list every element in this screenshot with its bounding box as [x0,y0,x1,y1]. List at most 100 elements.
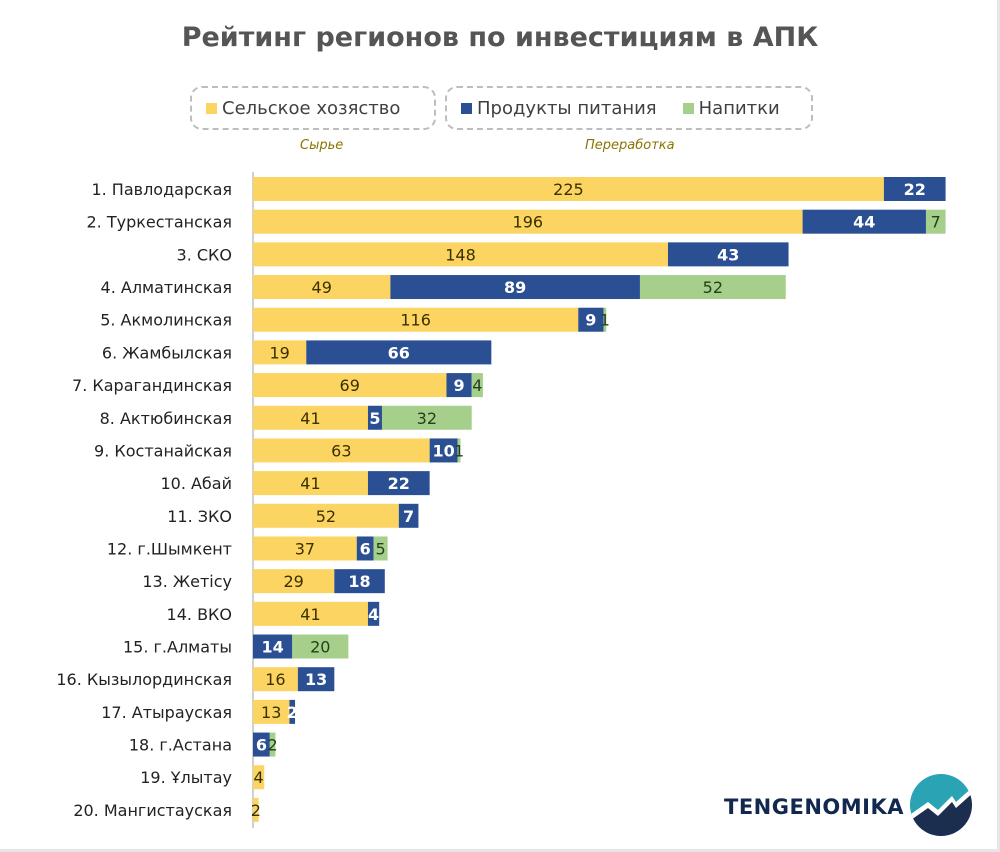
category-label: 13. Жетісу [142,572,232,591]
category-label: 1. Павлодарская [91,180,232,199]
data-label: 69 [340,376,360,395]
category-label: 7. Карагандинская [72,376,232,395]
category-label: 9. Костанайская [94,441,232,460]
category-label: 5. Акмолинская [100,311,232,330]
data-label: 1 [600,311,610,330]
data-label: 2 [251,801,261,820]
data-label: 9 [454,376,465,395]
data-label: 89 [504,278,526,297]
bar-segment [253,438,430,463]
category-label: 18. г.Астана [129,736,232,755]
bar-segment [269,732,276,757]
category-label: 12. г.Шымкент [107,539,232,558]
data-label: 22 [388,474,410,493]
data-label: 6 [256,736,267,755]
bar-segment [457,438,461,463]
data-label: 5 [375,539,385,558]
data-label: 225 [553,180,584,199]
data-label: 9 [585,311,596,330]
data-label: 44 [853,213,875,232]
data-label: 6 [360,539,371,558]
bar-segment [429,438,458,463]
data-label: 116 [400,311,431,330]
bar-segment [253,569,335,594]
data-label: 5 [369,409,380,428]
data-label: 4 [368,605,379,624]
category-label: 16. Кызылординская [56,670,232,689]
category-label: 15. г.Алматы [123,638,232,657]
bar-segment [603,307,607,332]
data-label: 41 [300,605,320,624]
data-label: 19 [269,343,289,362]
bar-segment [446,373,472,398]
bar-segment [398,503,419,528]
bar-segment [253,699,290,724]
data-label: 52 [316,507,336,526]
data-label: 148 [445,245,476,264]
bar-segment [253,601,368,626]
data-label: 4 [254,768,264,787]
bar-segment [253,503,399,528]
bar-segment [253,634,293,659]
bar-segment [356,536,374,561]
category-label: 14. ВКО [167,605,232,624]
data-label: 37 [295,539,315,558]
data-label: 4 [472,376,482,395]
data-label: 18 [348,572,370,591]
data-label: 63 [331,441,351,460]
data-label: 43 [717,245,739,264]
bar-segment [334,569,385,594]
bar-segment [367,471,430,496]
bar-segment [289,699,296,724]
data-label: 13 [261,703,281,722]
data-label: 66 [388,343,410,362]
bar-segment [253,732,270,757]
bar-segment [802,209,926,234]
bar-segment [253,797,259,822]
legend-label: Сельское хозяство [222,97,401,119]
data-label: 16 [265,670,285,689]
legend-label: Продукты питания [477,97,657,119]
category-label: 20. Мангистауская [73,801,232,820]
data-label: 13 [305,670,327,689]
data-label: 10 [433,441,455,460]
legend-label: Напитки [698,97,780,119]
bar-segment [925,209,946,234]
legend-group-label-processing: Переработка [585,138,675,153]
data-label: 22 [904,180,926,199]
data-label: 32 [417,409,437,428]
bar-segment [367,601,380,626]
data-label: 49 [312,278,332,297]
legend-group-processing: Продукты питания Напитки [445,86,813,130]
data-label: 14 [261,638,283,657]
bar-segment [253,405,368,430]
bar-segment [253,177,884,201]
bar-segment [253,275,391,300]
data-label: 52 [703,278,723,297]
bar-segment [639,275,786,300]
tengenomika-logo-icon [910,774,972,836]
data-label: 7 [931,213,941,232]
bar-segment [253,242,668,267]
data-label: 41 [300,409,320,428]
bar-segment [667,242,789,267]
data-label: 7 [403,507,414,526]
bar-segment [253,471,368,496]
category-label: 4. Алматинская [101,278,232,297]
bar-segment [292,634,349,659]
data-label: 1 [454,441,464,460]
bar-segment [253,209,803,234]
bar-segment [578,307,604,332]
category-label: 2. Туркестанская [86,213,232,232]
legend-swatch [682,102,694,114]
category-label: 11. ЗКО [167,507,232,526]
bar-segment [253,373,447,398]
legend-item-drinks: Напитки [682,97,780,119]
category-label: 10. Абай [160,474,232,493]
legend-group-raw: Сельское хозяство [190,86,436,130]
data-label: 196 [513,213,544,232]
bar-segment [253,765,265,790]
bar-segment [367,405,382,430]
bar-segment [381,405,472,430]
